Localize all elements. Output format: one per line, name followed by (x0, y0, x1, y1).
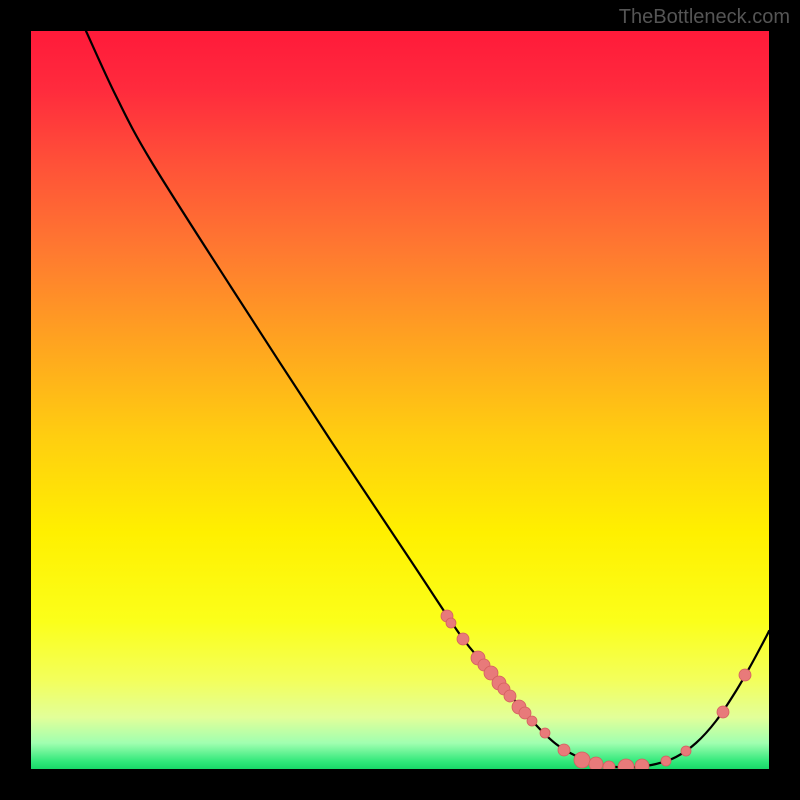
data-point-marker (618, 759, 634, 769)
data-point-marker (661, 756, 671, 766)
data-point-marker (603, 761, 615, 769)
data-point-marker (504, 690, 516, 702)
data-markers (441, 610, 751, 769)
plot-area (31, 31, 769, 769)
watermark-text: TheBottleneck.com (619, 6, 790, 29)
data-point-marker (527, 716, 537, 726)
bottleneck-curve (86, 31, 769, 767)
data-point-marker (717, 706, 729, 718)
data-point-marker (446, 618, 456, 628)
data-point-marker (635, 759, 649, 769)
data-point-marker (558, 744, 570, 756)
chart-container: TheBottleneck.com (0, 0, 800, 800)
data-point-marker (589, 757, 603, 769)
data-point-marker (574, 752, 590, 768)
data-point-marker (540, 728, 550, 738)
data-point-marker (681, 746, 691, 756)
curve-layer (31, 31, 769, 769)
data-point-marker (457, 633, 469, 645)
data-point-marker (739, 669, 751, 681)
